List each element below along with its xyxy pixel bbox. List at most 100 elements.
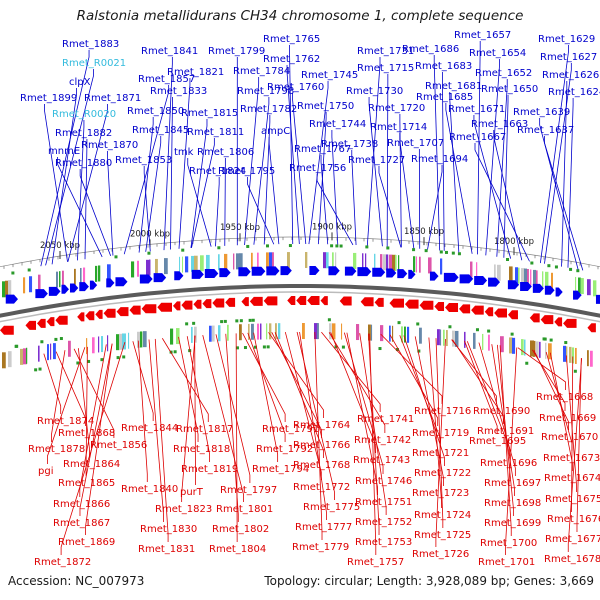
- reverse-gene-arrow: [307, 296, 320, 306]
- forward-leader-line: [67, 104, 108, 262]
- forward-gene-label: Rmet_1657: [454, 30, 511, 41]
- feature-block: [239, 324, 242, 341]
- forward-gene-arrow: [408, 269, 416, 279]
- reverse-leader-line: [178, 336, 199, 442]
- forward-gene-arrow: [69, 283, 79, 293]
- reverse-gene-arrow: [494, 308, 507, 318]
- feature-block: [329, 323, 332, 340]
- forward-leader-line: [79, 169, 112, 256]
- reverse-gene-label: Rmet_1823: [155, 504, 212, 515]
- forward-gene-label: Rmet_1626: [542, 70, 599, 81]
- forward-gene-label: Rmet_1784: [233, 66, 290, 77]
- marker-square: [223, 319, 227, 323]
- feature-block: [428, 257, 432, 274]
- forward-gene-label: Rmet_1871: [84, 93, 141, 104]
- forward-gene-arrow: [191, 269, 204, 279]
- feature-block: [470, 261, 473, 278]
- forward-gene-arrow: [573, 290, 582, 300]
- marker-square: [547, 264, 551, 268]
- forward-gene-arrow: [115, 277, 128, 287]
- feature-block: [575, 276, 577, 293]
- feature-block: [182, 256, 184, 273]
- scale-tick-label: 2050 kbp: [40, 241, 80, 251]
- forward-leader-line: [317, 112, 327, 245]
- reverse-gene-arrow: [157, 302, 172, 312]
- feature-block: [8, 280, 12, 297]
- reverse-gene-label: Rmet_1869: [58, 537, 115, 548]
- forward-gene-label: Rmet_1767: [294, 144, 351, 155]
- feature-block: [317, 323, 319, 340]
- feature-block: [326, 252, 329, 269]
- feature-block: [437, 329, 440, 346]
- forward-gene-label: Rmet_1853: [115, 155, 172, 166]
- feature-block: [137, 260, 139, 277]
- reverse-leader-line: [47, 347, 86, 464]
- forward-gene-label: Rmet_1880: [55, 158, 112, 169]
- feature-block: [20, 348, 24, 365]
- reverse-gene-label: Rmet_1697: [484, 478, 541, 489]
- reverse-gene-label: Rmet_1830: [140, 524, 197, 535]
- forward-leader-line: [366, 57, 381, 246]
- feature-block: [404, 326, 406, 343]
- feature-block: [392, 325, 394, 342]
- forward-leader-line: [286, 65, 300, 245]
- reverse-leader-line: [531, 349, 566, 411]
- forward-leader-line: [476, 41, 481, 255]
- forward-leader-line: [84, 139, 88, 260]
- forward-gene-arrow: [48, 286, 61, 296]
- marker-square: [475, 328, 479, 332]
- reverse-gene-arrow: [320, 296, 328, 306]
- forward-gene-label: Rmet_1883: [62, 39, 119, 50]
- feature-block: [107, 264, 111, 281]
- reverse-gene-label: Rmet_1741: [357, 414, 414, 425]
- marker-square: [417, 349, 421, 353]
- reverse-leader-line: [504, 347, 518, 555]
- forward-gene-label: Rmet_1782: [240, 104, 297, 115]
- forward-gene-arrow: [357, 267, 372, 277]
- reverse-gene-arrow: [554, 317, 563, 327]
- reverse-leader-line: [435, 338, 444, 528]
- reverse-leader-line: [296, 331, 335, 500]
- forward-gene-arrow: [5, 294, 19, 304]
- feature-block: [155, 258, 158, 275]
- forward-gene-label: Rmet_1686: [402, 44, 459, 55]
- marker-square: [288, 244, 292, 248]
- reverse-gene-arrow: [141, 304, 157, 314]
- marker-square: [448, 325, 452, 329]
- scale-tick-label: 2000 kbp: [130, 229, 170, 239]
- forward-gene-arrow: [520, 281, 532, 291]
- forward-leader-line: [138, 117, 154, 253]
- forward-gene-arrow: [443, 272, 459, 282]
- feature-block: [413, 256, 416, 273]
- marker-square: [549, 338, 553, 342]
- feature-block: [143, 331, 147, 348]
- feature-block: [440, 329, 442, 346]
- feature-block: [209, 325, 212, 342]
- feature-block: [227, 324, 229, 341]
- reverse-gene-arrow: [181, 300, 193, 310]
- forward-leader-line: [187, 158, 212, 247]
- feature-block: [80, 267, 82, 284]
- feature-block: [119, 333, 123, 350]
- reverse-leader-line: [346, 332, 378, 495]
- reverse-leader-line: [517, 347, 566, 390]
- feature-block: [488, 334, 490, 351]
- feature-block: [362, 253, 364, 270]
- forward-leader-line: [449, 92, 460, 253]
- feature-block: [164, 258, 168, 275]
- marker-square: [122, 355, 126, 359]
- feature-block: [185, 256, 189, 273]
- scale-tick-label: 1800 kbp: [494, 237, 534, 247]
- reverse-leader-line: [137, 340, 148, 482]
- reverse-gene-arrow: [55, 315, 68, 325]
- marker-square: [334, 345, 338, 349]
- reverse-gene-arrow: [95, 309, 103, 319]
- feature-block: [443, 329, 445, 346]
- feature-block: [494, 264, 496, 281]
- forward-gene-label: Rmet_1681: [425, 81, 482, 92]
- marker-square: [339, 244, 343, 248]
- forward-gene-label: Rmet_1629: [538, 34, 595, 45]
- forward-gene-label: tmk: [174, 147, 194, 158]
- feature-block: [524, 268, 528, 285]
